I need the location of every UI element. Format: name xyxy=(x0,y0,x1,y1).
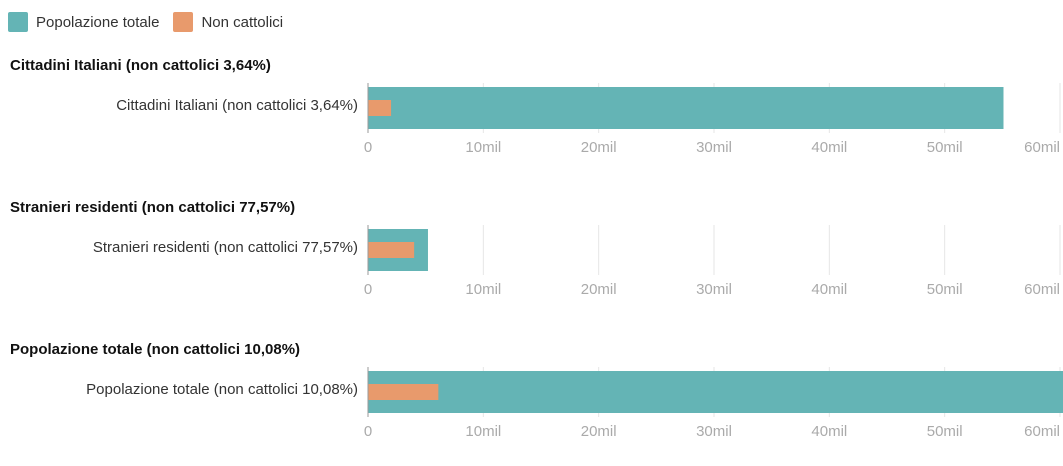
tick-label: 10mil xyxy=(465,281,501,298)
panel-title: Stranieri residenti (non cattolici 77,57… xyxy=(10,199,296,216)
legend-swatch-total xyxy=(8,12,28,32)
tick-label: 30mil xyxy=(696,281,732,298)
tick-label: 50mil xyxy=(927,139,963,156)
tick-label: 20mil xyxy=(581,423,617,440)
tick-label: 60mil xyxy=(1024,423,1060,440)
panel-title: Cittadini Italiani (non cattolici 3,64%) xyxy=(10,57,271,74)
tick-label: 0 xyxy=(364,281,372,298)
bar-non-catholic xyxy=(368,384,439,400)
tick-label: 50mil xyxy=(927,423,963,440)
legend-label-total: Popolazione totale xyxy=(36,13,160,31)
tick-label: 20mil xyxy=(581,281,617,298)
tick-label: 0 xyxy=(364,423,372,440)
bar-total-population xyxy=(368,371,1063,413)
category-label: Popolazione totale (non cattolici 10,08%… xyxy=(86,381,358,398)
tick-label: 40mil xyxy=(811,281,847,298)
tick-label: 30mil xyxy=(696,423,732,440)
tick-label: 60mil xyxy=(1024,281,1060,298)
tick-label: 10mil xyxy=(465,423,501,440)
bar-plot: 0 10mil 20mil 30mil 40mil 50mil 60mil xyxy=(364,367,1063,440)
bar-plot: 0 10mil 20mil 30mil 40mil 50mil 60mil xyxy=(364,225,1061,298)
bar-non-catholic xyxy=(368,242,415,258)
legend-swatch-non-catholic xyxy=(173,12,194,32)
tick-label: 0 xyxy=(364,139,372,156)
tick-label: 30mil xyxy=(696,139,732,156)
tick-label: 60mil xyxy=(1024,139,1060,156)
tick-label: 40mil xyxy=(811,139,847,156)
chart-panel-italian-citizens: Cittadini Italiani (non cattolici 3,64%)… xyxy=(0,57,1063,182)
tick-label: 20mil xyxy=(581,139,617,156)
bar-total-population xyxy=(368,87,1004,129)
category-label: Stranieri residenti (non cattolici 77,57… xyxy=(92,239,358,256)
bar-non-catholic xyxy=(368,100,392,116)
chart-panel-foreign-residents: Stranieri residenti (non cattolici 77,57… xyxy=(0,199,1063,324)
legend-item-total[interactable]: Popolazione totale xyxy=(8,12,159,32)
category-label: Cittadini Italiani (non cattolici 3,64%) xyxy=(116,97,358,114)
legend-label-non-catholic: Non cattolici xyxy=(201,13,284,31)
panel-title: Popolazione totale (non cattolici 10,08%… xyxy=(10,341,301,358)
tick-label: 50mil xyxy=(927,281,963,298)
tick-label: 40mil xyxy=(811,423,847,440)
chart-legend: Popolazione totale Non cattolici xyxy=(8,10,297,34)
chart-panel-total-population: Popolazione totale (non cattolici 10,08%… xyxy=(0,341,1063,466)
tick-label: 10mil xyxy=(465,139,501,156)
legend-item-non-catholic[interactable]: Non cattolici xyxy=(173,12,283,32)
bar-plot: 0 10mil 20mil 30mil 40mil 50mil 60mil xyxy=(364,83,1061,156)
